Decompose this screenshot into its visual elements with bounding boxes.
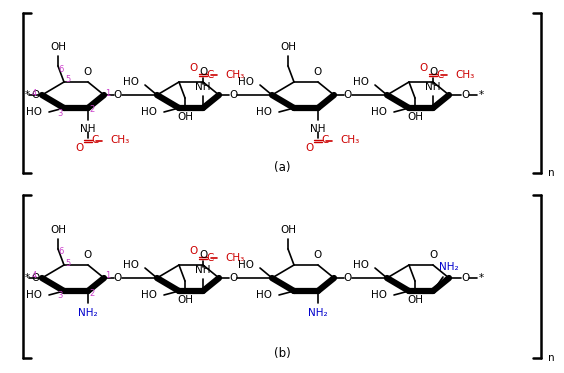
Text: HO: HO (141, 107, 157, 117)
Text: HO: HO (123, 77, 139, 87)
Text: O: O (429, 250, 437, 260)
Text: CH₃: CH₃ (225, 70, 244, 80)
Text: CH₃: CH₃ (225, 253, 244, 263)
Text: NH: NH (425, 82, 440, 92)
Text: *: * (24, 90, 29, 100)
Text: CH₃: CH₃ (110, 135, 129, 145)
Text: O: O (229, 90, 237, 100)
Text: O: O (84, 250, 92, 260)
Text: NH₂: NH₂ (439, 262, 459, 272)
Text: O: O (31, 273, 39, 283)
Text: O: O (114, 273, 122, 283)
Text: O: O (429, 67, 437, 77)
Text: HO: HO (256, 107, 272, 117)
Text: *: * (478, 273, 483, 283)
Text: O: O (199, 67, 207, 77)
Text: OH: OH (177, 112, 193, 122)
Text: O: O (84, 67, 92, 77)
Text: HO: HO (256, 290, 272, 300)
Text: OH: OH (280, 225, 296, 235)
Text: CH₃: CH₃ (455, 70, 474, 80)
Text: O: O (75, 143, 83, 153)
Text: HO: HO (238, 77, 254, 87)
Text: n: n (548, 168, 554, 178)
Text: HO: HO (238, 260, 254, 270)
Text: NH₂: NH₂ (308, 308, 328, 318)
Text: OH: OH (50, 42, 66, 52)
Text: C: C (436, 70, 443, 80)
Text: HO: HO (371, 290, 387, 300)
Text: 2: 2 (89, 288, 95, 298)
Text: *: * (24, 273, 29, 283)
Text: 5: 5 (65, 75, 70, 85)
Text: NH: NH (195, 265, 211, 275)
Text: 1: 1 (105, 272, 111, 280)
Text: 6: 6 (58, 248, 64, 257)
Text: 3: 3 (58, 292, 63, 301)
Text: O: O (461, 90, 469, 100)
Text: OH: OH (177, 295, 193, 305)
Text: *: * (478, 90, 483, 100)
Text: NH: NH (310, 124, 326, 134)
Text: O: O (344, 90, 352, 100)
Text: NH: NH (80, 124, 96, 134)
Text: O: O (31, 90, 39, 100)
Text: O: O (420, 63, 428, 73)
Text: OH: OH (280, 42, 296, 52)
Text: HO: HO (26, 107, 42, 117)
Text: O: O (314, 250, 322, 260)
Text: (a): (a) (274, 162, 290, 175)
Text: O: O (305, 143, 313, 153)
Text: CH₃: CH₃ (340, 135, 359, 145)
Text: O: O (114, 90, 122, 100)
Text: C: C (206, 70, 213, 80)
Text: 1: 1 (105, 88, 111, 97)
Text: O: O (461, 273, 469, 283)
Text: 6: 6 (58, 65, 64, 73)
Text: O: O (190, 246, 198, 256)
Text: HO: HO (123, 260, 139, 270)
Text: HO: HO (26, 290, 42, 300)
Text: C: C (91, 135, 98, 145)
Text: OH: OH (407, 112, 423, 122)
Text: OH: OH (407, 295, 423, 305)
Text: O: O (199, 250, 207, 260)
Text: 2: 2 (89, 106, 95, 115)
Text: NH: NH (195, 82, 211, 92)
Text: (b): (b) (274, 347, 290, 360)
Text: 3: 3 (58, 109, 63, 117)
Text: 4: 4 (32, 88, 37, 97)
Text: O: O (344, 273, 352, 283)
Text: O: O (314, 67, 322, 77)
Text: HO: HO (141, 290, 157, 300)
Text: 4: 4 (32, 272, 37, 280)
Text: HO: HO (371, 107, 387, 117)
Text: HO: HO (353, 260, 369, 270)
Text: C: C (321, 135, 328, 145)
Text: 5: 5 (65, 258, 70, 267)
Text: HO: HO (353, 77, 369, 87)
Text: NH₂: NH₂ (78, 308, 98, 318)
Text: C: C (206, 253, 213, 263)
Text: O: O (190, 63, 198, 73)
Text: n: n (548, 353, 554, 363)
Text: OH: OH (50, 225, 66, 235)
Text: O: O (229, 273, 237, 283)
